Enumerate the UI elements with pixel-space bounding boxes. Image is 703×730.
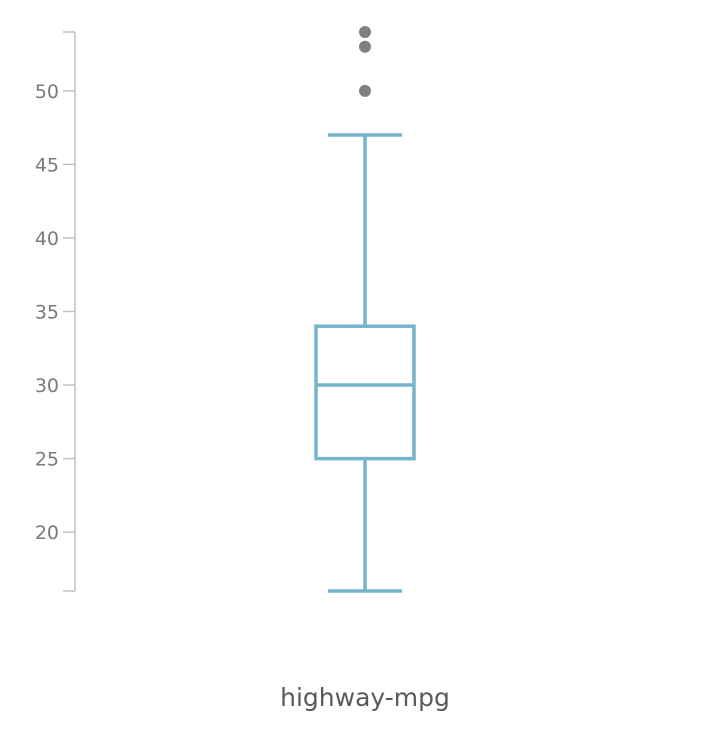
y-tick-label: 35	[35, 302, 59, 324]
y-tick-label: 50	[35, 81, 59, 103]
iqr-box	[314, 324, 416, 461]
x-axis-label: highway-mpg	[280, 683, 450, 712]
outlier-point	[359, 84, 371, 97]
y-tick-label: 25	[35, 449, 59, 471]
y-tick-label: 30	[35, 375, 59, 397]
y-axis: 20 25 30 35 40 45 50	[35, 31, 76, 592]
y-tick-label: 20	[35, 522, 59, 544]
y-tick-label: 40	[35, 228, 59, 250]
plot-area	[314, 26, 416, 593]
y-tick-label: 45	[35, 154, 59, 176]
outlier-point	[359, 26, 371, 38]
outlier-point	[359, 40, 371, 53]
